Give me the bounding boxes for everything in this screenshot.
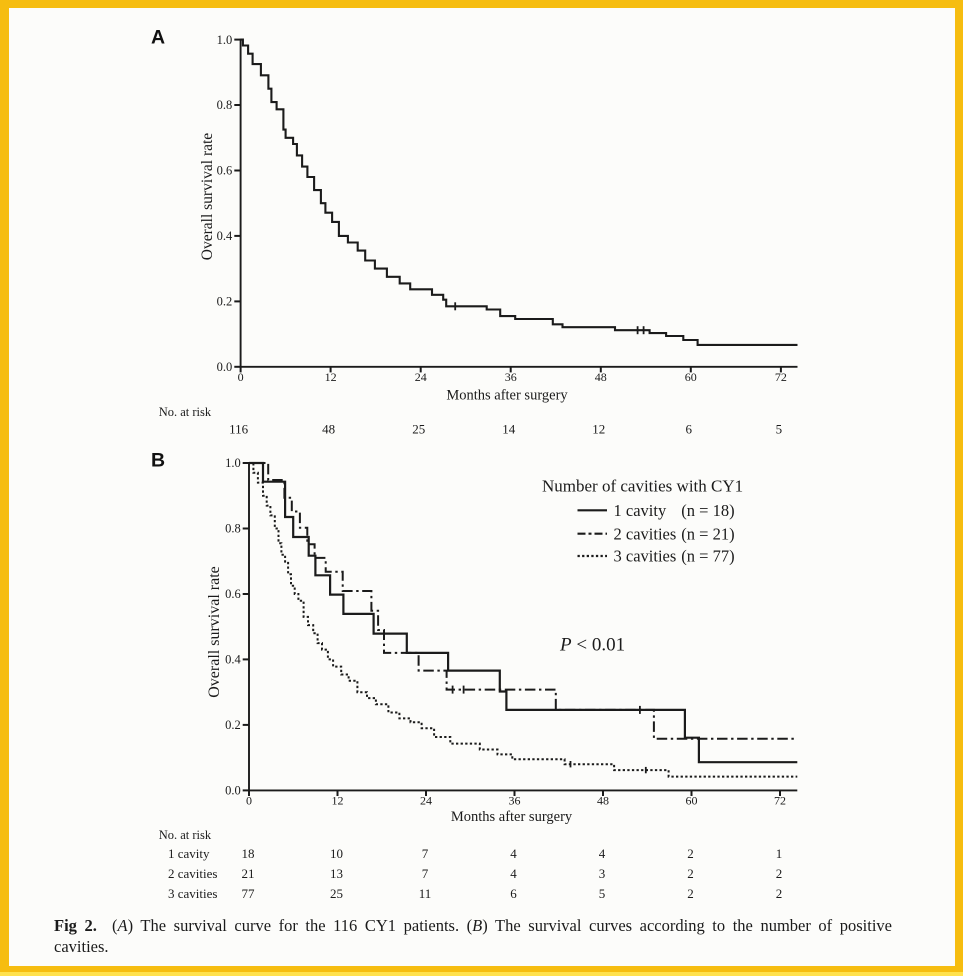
svg-text:10: 10 <box>330 846 343 861</box>
svg-text:0.8: 0.8 <box>225 522 241 536</box>
svg-text:0.0: 0.0 <box>217 360 233 374</box>
svg-text:24: 24 <box>420 794 432 808</box>
svg-text:72: 72 <box>774 794 786 808</box>
svg-text:No. at risk: No. at risk <box>159 405 212 419</box>
svg-text:Months after surgery: Months after surgery <box>446 388 568 404</box>
svg-text:7: 7 <box>422 866 429 881</box>
svg-text:0.6: 0.6 <box>217 164 233 178</box>
svg-text:48: 48 <box>597 794 609 808</box>
svg-text:0.6: 0.6 <box>225 587 241 601</box>
svg-text:1 cavity: 1 cavity <box>168 846 210 861</box>
svg-text:60: 60 <box>686 794 698 808</box>
svg-text:(n = 21): (n = 21) <box>681 524 734 543</box>
svg-text:6: 6 <box>686 422 693 437</box>
svg-text:25: 25 <box>412 422 425 437</box>
svg-text:2: 2 <box>687 886 694 901</box>
svg-text:0.2: 0.2 <box>225 718 241 732</box>
svg-text:0: 0 <box>238 370 244 384</box>
svg-text:77: 77 <box>242 886 256 901</box>
svg-text:3: 3 <box>599 866 606 881</box>
svg-text:0.4: 0.4 <box>217 229 233 243</box>
svg-text:2: 2 <box>687 846 694 861</box>
svg-text:4: 4 <box>510 866 517 881</box>
svg-text:(n = 18): (n = 18) <box>681 501 734 520</box>
svg-text:1 cavity: 1 cavity <box>614 501 667 520</box>
svg-text:25: 25 <box>330 886 343 901</box>
svg-text:P < 0.01: P < 0.01 <box>559 635 625 656</box>
svg-text:36: 36 <box>505 370 517 384</box>
svg-text:48: 48 <box>595 370 607 384</box>
svg-text:Overall survival rate: Overall survival rate <box>206 566 223 698</box>
svg-text:1.0: 1.0 <box>217 33 233 47</box>
svg-text:0.2: 0.2 <box>217 295 233 309</box>
svg-text:0: 0 <box>246 794 252 808</box>
svg-text:48: 48 <box>322 422 335 437</box>
svg-text:4: 4 <box>510 846 517 861</box>
svg-text:12: 12 <box>332 794 344 808</box>
svg-text:5: 5 <box>599 886 606 901</box>
svg-text:3 cavities: 3 cavities <box>168 886 217 901</box>
svg-text:Overall survival rate: Overall survival rate <box>199 133 216 261</box>
svg-text:Months after surgery: Months after surgery <box>451 809 573 825</box>
svg-text:21: 21 <box>242 866 255 881</box>
svg-text:36: 36 <box>509 794 521 808</box>
svg-text:Number of cavities with CY1: Number of cavities with CY1 <box>542 477 743 496</box>
svg-text:5: 5 <box>776 422 783 437</box>
svg-text:2 cavities: 2 cavities <box>168 866 217 881</box>
svg-text:13: 13 <box>330 866 343 881</box>
svg-text:60: 60 <box>685 370 697 384</box>
svg-text:3 cavities: 3 cavities <box>614 547 677 566</box>
svg-text:0.0: 0.0 <box>225 784 241 798</box>
svg-text:6: 6 <box>510 886 517 901</box>
svg-text:18: 18 <box>242 846 255 861</box>
svg-text:12: 12 <box>325 370 337 384</box>
svg-text:24: 24 <box>415 370 427 384</box>
svg-text:2 cavities: 2 cavities <box>614 524 677 543</box>
svg-text:1: 1 <box>776 846 783 861</box>
svg-text:No. at risk: No. at risk <box>159 828 212 842</box>
svg-text:0.8: 0.8 <box>217 98 233 112</box>
svg-text:2: 2 <box>776 866 783 881</box>
svg-text:14: 14 <box>502 422 516 437</box>
svg-text:2: 2 <box>687 866 694 881</box>
svg-text:4: 4 <box>599 846 606 861</box>
svg-text:B: B <box>151 450 165 472</box>
svg-text:A: A <box>151 26 165 48</box>
svg-text:11: 11 <box>419 886 432 901</box>
svg-text:1.0: 1.0 <box>225 456 241 470</box>
svg-text:7: 7 <box>422 846 429 861</box>
svg-text:72: 72 <box>775 370 787 384</box>
svg-text:12: 12 <box>592 422 605 437</box>
svg-text:2: 2 <box>776 886 783 901</box>
svg-text:(n = 77): (n = 77) <box>681 547 734 566</box>
svg-text:116: 116 <box>229 422 249 437</box>
svg-text:0.4: 0.4 <box>225 653 241 667</box>
